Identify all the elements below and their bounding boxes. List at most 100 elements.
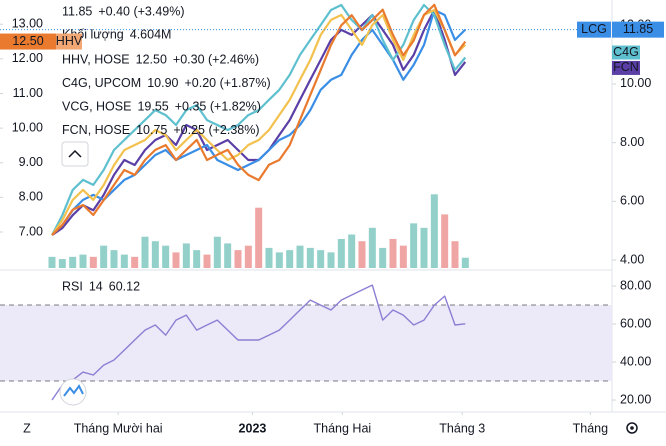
- y-tick-label: 8.00: [19, 190, 43, 204]
- volume-bar: [358, 241, 366, 268]
- volume-bar: [379, 247, 387, 268]
- volume-bar: [286, 250, 294, 268]
- volume-bar: [120, 254, 128, 268]
- volume-bar: [213, 236, 221, 268]
- series-line: [51, 3, 467, 236]
- volume-bar: [100, 245, 108, 268]
- x-tick-label: Tháng Mười hai: [74, 421, 163, 435]
- y-tick-label: 9.00: [19, 155, 43, 169]
- corner-label[interactable]: Z: [23, 421, 31, 435]
- volume-bar: [389, 238, 397, 268]
- y2-tick-label: 10.00: [620, 76, 651, 90]
- volume-bar: [48, 256, 56, 268]
- price-tag-label: LCG: [581, 22, 607, 36]
- legend-text: 10.90: [147, 76, 178, 90]
- legend-text: 4.604M: [130, 27, 172, 41]
- price-tag-label: 11.85: [623, 22, 653, 36]
- volume-bar: [306, 247, 314, 268]
- price-tag: [612, 21, 664, 38]
- volume-bar: [296, 245, 304, 268]
- volume-bar: [399, 245, 407, 268]
- legend-text: VCG, HOSE: [62, 99, 131, 113]
- volume-bar: [451, 241, 459, 268]
- legend-text: HHV, HOSE: [62, 52, 130, 66]
- logo: [59, 378, 87, 406]
- x-tick-label: Tháng 3: [439, 421, 485, 435]
- rsi-band: [0, 305, 612, 382]
- volume-bar: [193, 250, 201, 268]
- gear-center[interactable]: [630, 426, 634, 430]
- volume-bar: [172, 252, 180, 268]
- volume-bar: [348, 234, 356, 268]
- collapse-button[interactable]: [61, 141, 89, 167]
- volume-bar: [69, 256, 77, 268]
- volume-bar: [162, 245, 170, 268]
- y2-tick-label: 8.00: [620, 135, 644, 149]
- rsi-tick-label: 60.00: [620, 316, 651, 330]
- logo-icon: [63, 384, 84, 397]
- volume-bar: [265, 247, 273, 268]
- y-tick-label: 12.00: [12, 51, 43, 65]
- y-tick-label: 13.00: [12, 17, 43, 31]
- button-frame[interactable]: [61, 141, 89, 167]
- volume-bar: [224, 243, 232, 268]
- legend-text: 12.50: [136, 52, 167, 66]
- series-line: [51, 3, 467, 236]
- volume-bar: [441, 214, 449, 268]
- x-tick-label: Tháng: [573, 421, 608, 435]
- volume-bar: [317, 250, 325, 268]
- rsi-tick-label: 40.00: [620, 354, 651, 368]
- y-tick-label: 11.00: [13, 86, 43, 100]
- volume-bar: [131, 256, 139, 268]
- legend-text: +0.20 (+1.87%): [184, 76, 270, 90]
- legend-text: +0.25 (+2.38%): [173, 123, 259, 137]
- volume-bar: [461, 257, 469, 268]
- rsi-tick-label: 80.00: [620, 278, 651, 292]
- volume-bar: [420, 227, 428, 268]
- plot-layer: 7.00 8.00 9.00 10.00 11.00 12.00 13.00 4.00 6.00…: [0, 3, 664, 435]
- legend-text: 60.12: [109, 279, 140, 293]
- legend-text: +0.40 (+3.49%): [98, 4, 184, 18]
- price-tag-label: FCN: [613, 60, 639, 74]
- legend-text: 19.55: [137, 99, 168, 113]
- legend-text: FCN, HOSE: [62, 123, 130, 137]
- volume-bar: [182, 243, 190, 268]
- volume-bar: [368, 227, 376, 268]
- y-tick-label: 7.00: [19, 224, 43, 238]
- chevron-icon[interactable]: [68, 149, 82, 158]
- y2-tick-label: 6.00: [620, 194, 644, 208]
- y-tick-label: 10.00: [12, 120, 43, 134]
- price-tag-label: HHV: [56, 34, 83, 48]
- rsi-tick-label: 20.00: [620, 392, 651, 406]
- price-tag: [0, 33, 56, 50]
- legend-text: 11.85: [62, 4, 92, 18]
- legend-text: RSI: [62, 279, 83, 293]
- rsi-line: [51, 284, 466, 401]
- legend-text: 10.75: [136, 123, 167, 137]
- volume-bar: [234, 250, 242, 268]
- price-tag-name: [577, 21, 611, 38]
- legend-text: +0.30 (+2.46%): [173, 52, 259, 66]
- volume-bar: [255, 207, 263, 268]
- volume-bar: [141, 236, 149, 268]
- volume-bar: [110, 250, 118, 268]
- x-tick-label: 2023: [239, 421, 267, 435]
- volume-bar: [151, 241, 159, 268]
- price-tag-label: 12.50: [12, 34, 43, 48]
- gear-icon[interactable]: [626, 422, 638, 434]
- volume-bar: [337, 238, 345, 268]
- volume-bar: [275, 252, 283, 268]
- settings-button[interactable]: [626, 422, 638, 434]
- volume-bar: [89, 256, 97, 268]
- price-tag-name: [56, 33, 82, 50]
- x-tick-label: Tháng Hai: [314, 421, 372, 435]
- legend-text: C4G, UPCOM: [62, 76, 141, 90]
- volume-bar: [430, 194, 438, 268]
- price-tag-label: C4G: [613, 45, 639, 59]
- y2-tick-label: 4.00: [620, 252, 644, 266]
- volume-bar: [203, 254, 211, 268]
- volume-bar: [79, 254, 87, 268]
- series-line: [51, 8, 467, 236]
- legend-text: 14: [89, 279, 103, 293]
